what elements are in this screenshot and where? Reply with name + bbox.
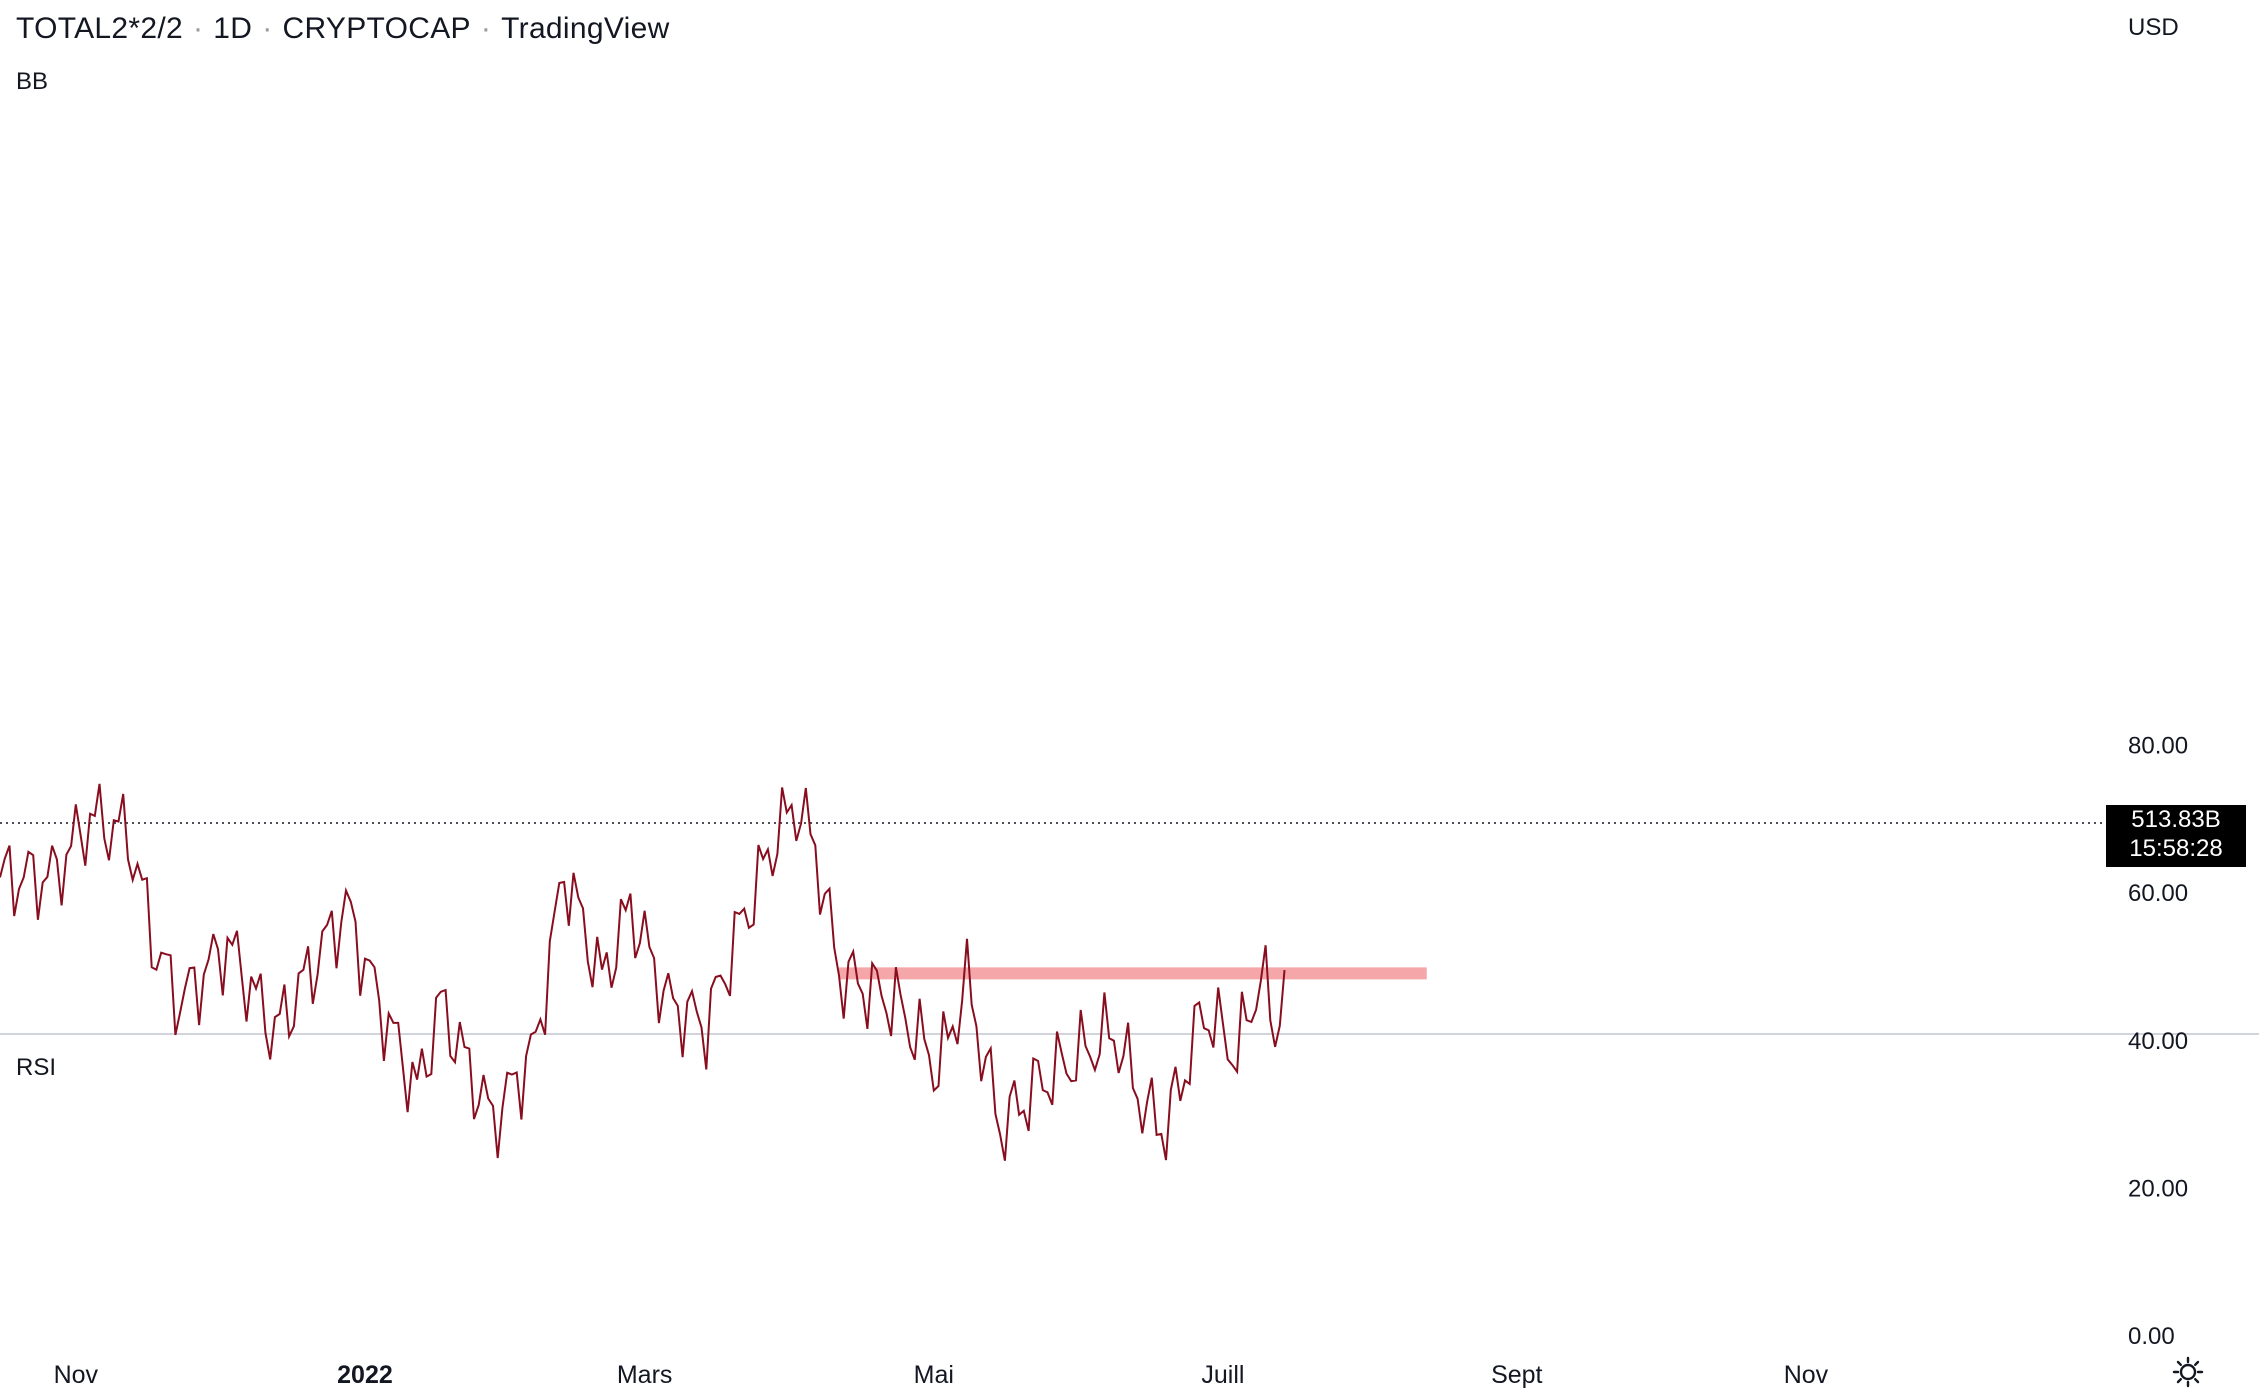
time-tick-label: Mars [617, 1361, 673, 1389]
exchange-label: CRYPTOCAP [282, 12, 471, 45]
rsi-path [0, 783, 1286, 1161]
rsi-tick-label: 20.00 [2128, 1175, 2188, 1202]
currency-label[interactable]: USD [2128, 14, 2179, 41]
rsi-line [0, 783, 1286, 1161]
symbol-label[interactable]: TOTAL2*2/2 [16, 12, 183, 45]
time-tick-label: Nov [54, 1361, 99, 1389]
interval-label[interactable]: 1D [213, 12, 253, 45]
price-tag: 513.83B 15:58:28 [2106, 805, 2246, 867]
rsi-tick-label: 40.00 [2128, 1028, 2188, 1055]
rsi-tick-label: 0.00 [2128, 1323, 2175, 1350]
time-tick-label: Mai [914, 1361, 954, 1389]
price-tag-value: 513.83B [2131, 806, 2221, 833]
time-axis[interactable]: Nov 2022 Mars Mai Juill Sept Nov [54, 1361, 1829, 1389]
source-label: TradingView [501, 12, 670, 45]
rsi-tick-label: 80.00 [2128, 733, 2188, 760]
rsi-axis[interactable]: 80.00 60.00 40.00 20.00 0.00 [2128, 733, 2188, 1350]
time-tick-label: Sept [1491, 1361, 1542, 1389]
price-tag-countdown: 15:58:28 [2129, 835, 2223, 862]
time-tick-label: Nov [1784, 1361, 1829, 1389]
gear-icon[interactable] [2172, 1356, 2204, 1388]
time-tick-label: Juill [1201, 1361, 1244, 1389]
rsi-tick-label: 60.00 [2128, 880, 2188, 907]
rsi-indicator-label[interactable]: RSI [16, 1054, 57, 1081]
chart-header[interactable]: TOTAL2*2/2 · 1D · CRYPTOCAP · TradingView [16, 12, 670, 45]
time-tick-label: 2022 [337, 1361, 393, 1389]
bb-indicator-label[interactable]: BB [16, 68, 49, 95]
rsi-resistance-zone [838, 967, 1427, 980]
